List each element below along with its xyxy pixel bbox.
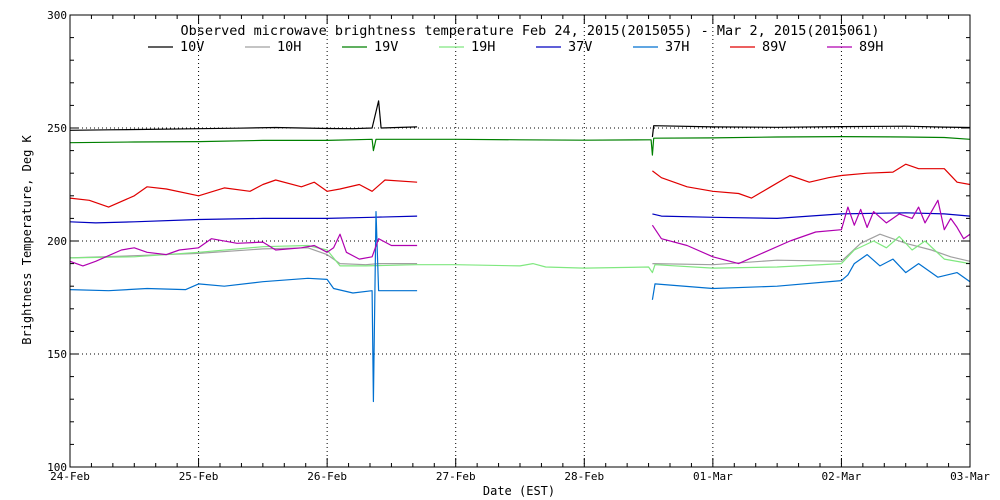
legend-label-10H: 10H [277, 39, 301, 55]
y-tick-label: 250 [47, 122, 67, 135]
x-axis-label: Date (EST) [483, 484, 555, 498]
legend-label-37V: 37V [568, 39, 592, 55]
x-tick-label: 27-Feb [436, 470, 476, 483]
y-tick-label: 100 [47, 461, 67, 474]
legend-label-89H: 89H [859, 39, 883, 55]
series-line-89V [69, 163, 971, 208]
series-line-37H [69, 211, 971, 403]
series-line-37V [69, 212, 971, 224]
x-tick-label: 02-Mar [822, 470, 862, 483]
x-tick-label: 24-Feb [50, 470, 90, 483]
legend-label-19H: 19H [471, 39, 495, 55]
y-tick-label: 300 [47, 9, 67, 22]
axis-ticks: 24-Feb 25-Feb 26-Feb 27-Feb 28-Feb 01-Mar 02-M… [47, 9, 990, 483]
series-line-10V [69, 100, 971, 138]
chart-title: Observed microwave brightness temperatur… [181, 23, 880, 39]
y-tick-label: 200 [47, 235, 67, 248]
grid [70, 15, 970, 467]
series-line-10H [69, 233, 971, 266]
series-line-89H [69, 199, 971, 267]
x-tick-label: 01-Mar [693, 470, 733, 483]
legend-label-37H: 37H [665, 39, 689, 55]
y-axis-label: Brightness Temperature, Deg K [20, 134, 34, 344]
series-line-19H [69, 235, 971, 274]
x-tick-label: 25-Feb [179, 470, 219, 483]
x-tick-label: 03-Mar [950, 470, 990, 483]
series-lines [69, 100, 971, 403]
legend-label-10V: 10V [180, 39, 204, 55]
x-tick-label: 26-Feb [307, 470, 347, 483]
series-line-19V [69, 136, 971, 156]
legend: 10V 10H 19V 19H 37V 37H 89V 89H [148, 39, 883, 55]
legend-label-19V: 19V [374, 39, 398, 55]
y-tick-label: 150 [47, 348, 67, 361]
x-tick-label: 28-Feb [564, 470, 604, 483]
legend-label-89V: 89V [762, 39, 786, 55]
